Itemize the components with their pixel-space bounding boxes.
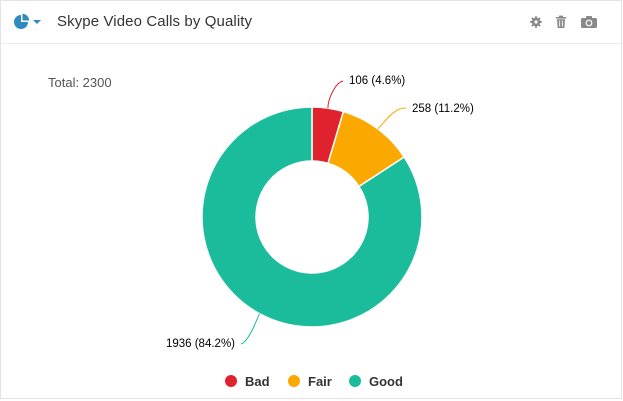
- pie-chart-icon: [14, 13, 41, 29]
- delete-button[interactable]: [553, 14, 569, 30]
- legend-label: Bad: [245, 373, 270, 389]
- settings-button[interactable]: [528, 14, 544, 30]
- widget-title: Skype Video Calls by Quality: [57, 13, 253, 30]
- label-connector-bad: [327, 80, 344, 109]
- data-label-fair: 258 (11.2%): [412, 103, 474, 115]
- legend-label: Good: [369, 373, 403, 389]
- donut-slice-good[interactable]: [201, 106, 423, 328]
- gear-icon: [530, 16, 542, 28]
- total-label: Total: 2300: [48, 75, 112, 90]
- legend-item-bad[interactable]: Bad: [225, 371, 270, 391]
- legend-swatch-fair: [288, 375, 300, 387]
- chart-type-dropdown[interactable]: [13, 13, 43, 31]
- camera-icon: [581, 16, 597, 28]
- trash-icon: [556, 15, 566, 28]
- label-connector-good: [240, 313, 260, 345]
- chevron-down-icon: [33, 20, 41, 24]
- chart-legend: Bad Fair Good: [1, 371, 623, 391]
- widget-header: Skype Video Calls by Quality: [1, 1, 621, 44]
- data-label-good: 1936 (84.2%): [166, 338, 235, 350]
- snapshot-button[interactable]: [580, 14, 598, 30]
- legend-swatch-good: [349, 375, 361, 387]
- legend-swatch-bad: [225, 375, 237, 387]
- label-connector-fair: [377, 107, 407, 130]
- legend-label: Fair: [308, 373, 332, 389]
- data-label-bad: 106 (4.6%): [349, 75, 405, 87]
- legend-item-fair[interactable]: Fair: [288, 371, 332, 391]
- legend-item-good[interactable]: Good: [349, 371, 403, 391]
